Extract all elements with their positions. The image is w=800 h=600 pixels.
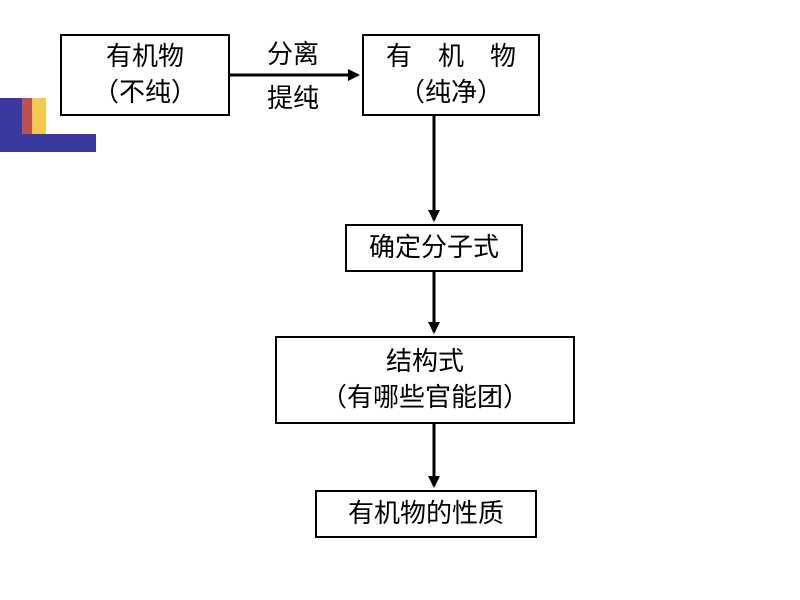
node-line1: 有 机 物: [386, 39, 516, 75]
node-line2: （不纯）: [93, 75, 197, 111]
node-line1: 有机物的性质: [348, 496, 504, 532]
node-impure-organic: 有机物 （不纯）: [60, 34, 230, 116]
edge-label-top: 分离: [267, 34, 319, 71]
node-line2: （纯净）: [399, 75, 503, 111]
node-line2: （有哪些官能团）: [321, 380, 529, 416]
node-line1: 结构式: [386, 344, 464, 380]
node-line1: 有机物: [106, 39, 184, 75]
node-line1: 确定分子式: [369, 230, 499, 266]
edge-label-bottom: 提纯: [267, 78, 319, 115]
node-structural-formula: 结构式 （有哪些官能团）: [275, 336, 575, 424]
node-molecular-formula: 确定分子式: [345, 224, 523, 272]
node-pure-organic: 有 机 物 （纯净）: [362, 34, 540, 116]
node-properties: 有机物的性质: [315, 490, 537, 538]
